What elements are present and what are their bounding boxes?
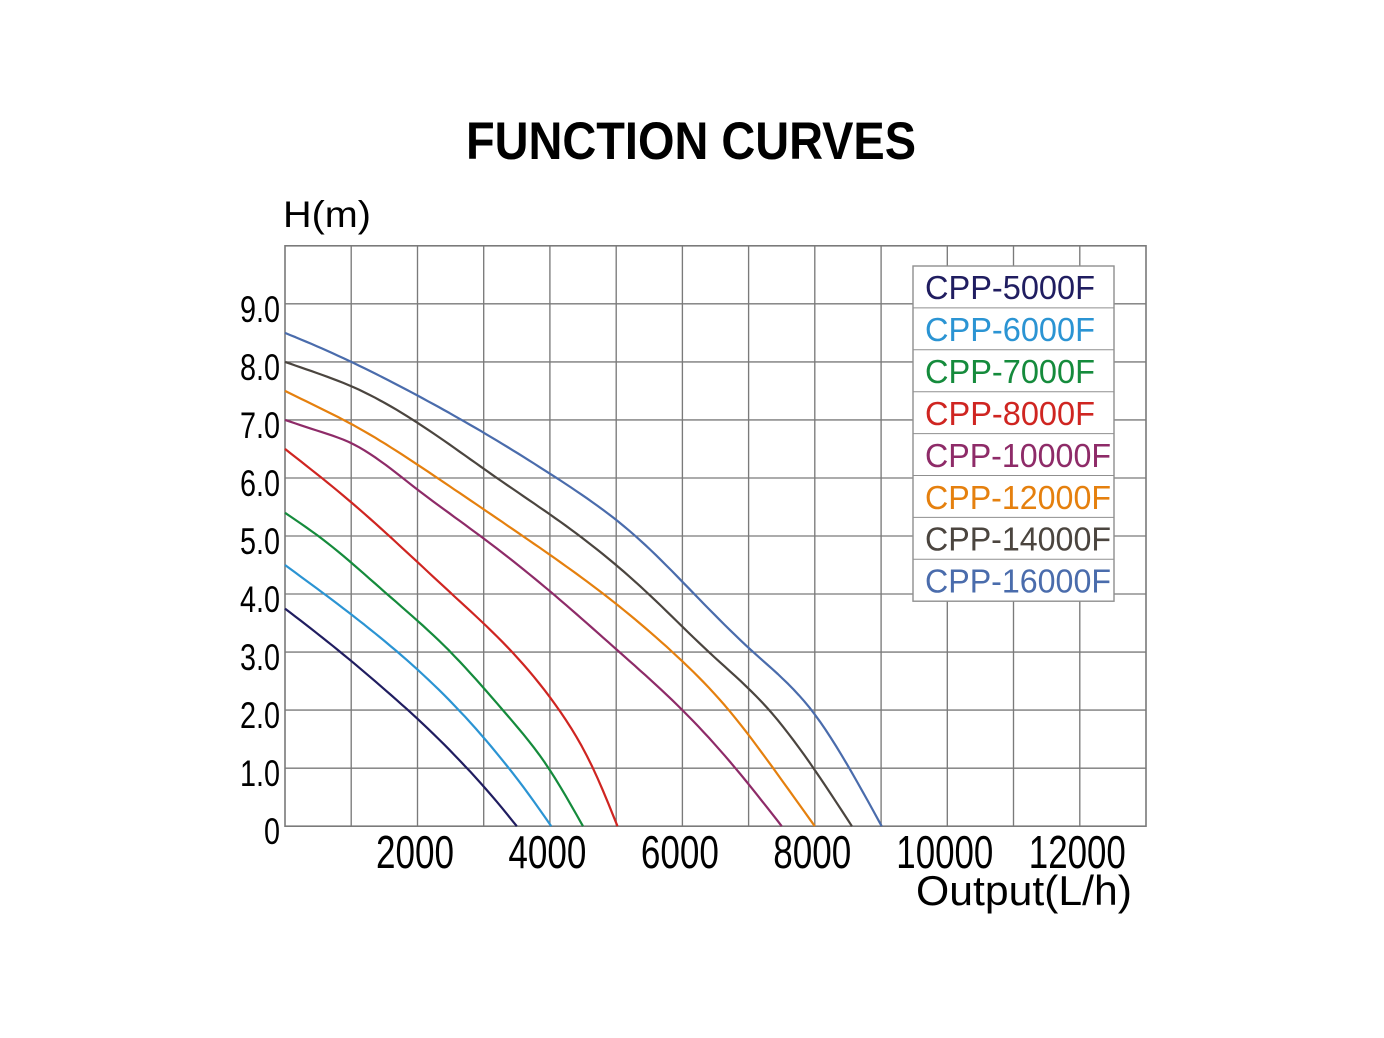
svg-text:9.0: 9.0	[240, 289, 280, 330]
svg-text:FUNCTION CURVES: FUNCTION CURVES	[466, 112, 916, 171]
svg-text:8000: 8000	[773, 826, 851, 878]
svg-text:H(m): H(m)	[283, 194, 371, 235]
svg-text:10000: 10000	[896, 826, 993, 878]
svg-text:CPP-7000F: CPP-7000F	[925, 353, 1095, 390]
svg-text:12000: 12000	[1029, 826, 1126, 878]
svg-text:0: 0	[264, 811, 280, 852]
svg-text:2.0: 2.0	[240, 695, 280, 736]
svg-text:8.0: 8.0	[240, 347, 280, 388]
svg-text:2000: 2000	[376, 826, 454, 878]
svg-text:CPP-6000F: CPP-6000F	[925, 311, 1095, 348]
svg-text:Output(L/h): Output(L/h)	[916, 867, 1132, 914]
svg-text:1.0: 1.0	[240, 753, 280, 794]
svg-text:CPP-8000F: CPP-8000F	[925, 395, 1095, 432]
svg-text:CPP-5000F: CPP-5000F	[925, 269, 1095, 306]
svg-text:3.0: 3.0	[240, 637, 280, 678]
svg-text:4000: 4000	[508, 826, 586, 878]
svg-text:6000: 6000	[641, 826, 719, 878]
svg-text:CPP-10000F: CPP-10000F	[925, 437, 1111, 474]
svg-text:6.0: 6.0	[240, 463, 280, 504]
svg-text:5.0: 5.0	[240, 521, 280, 562]
svg-text:4.0: 4.0	[240, 579, 280, 620]
svg-text:CPP-14000F: CPP-14000F	[925, 521, 1111, 558]
svg-text:CPP-16000F: CPP-16000F	[925, 563, 1111, 600]
svg-text:7.0: 7.0	[240, 405, 280, 446]
svg-text:CPP-12000F: CPP-12000F	[925, 479, 1111, 516]
